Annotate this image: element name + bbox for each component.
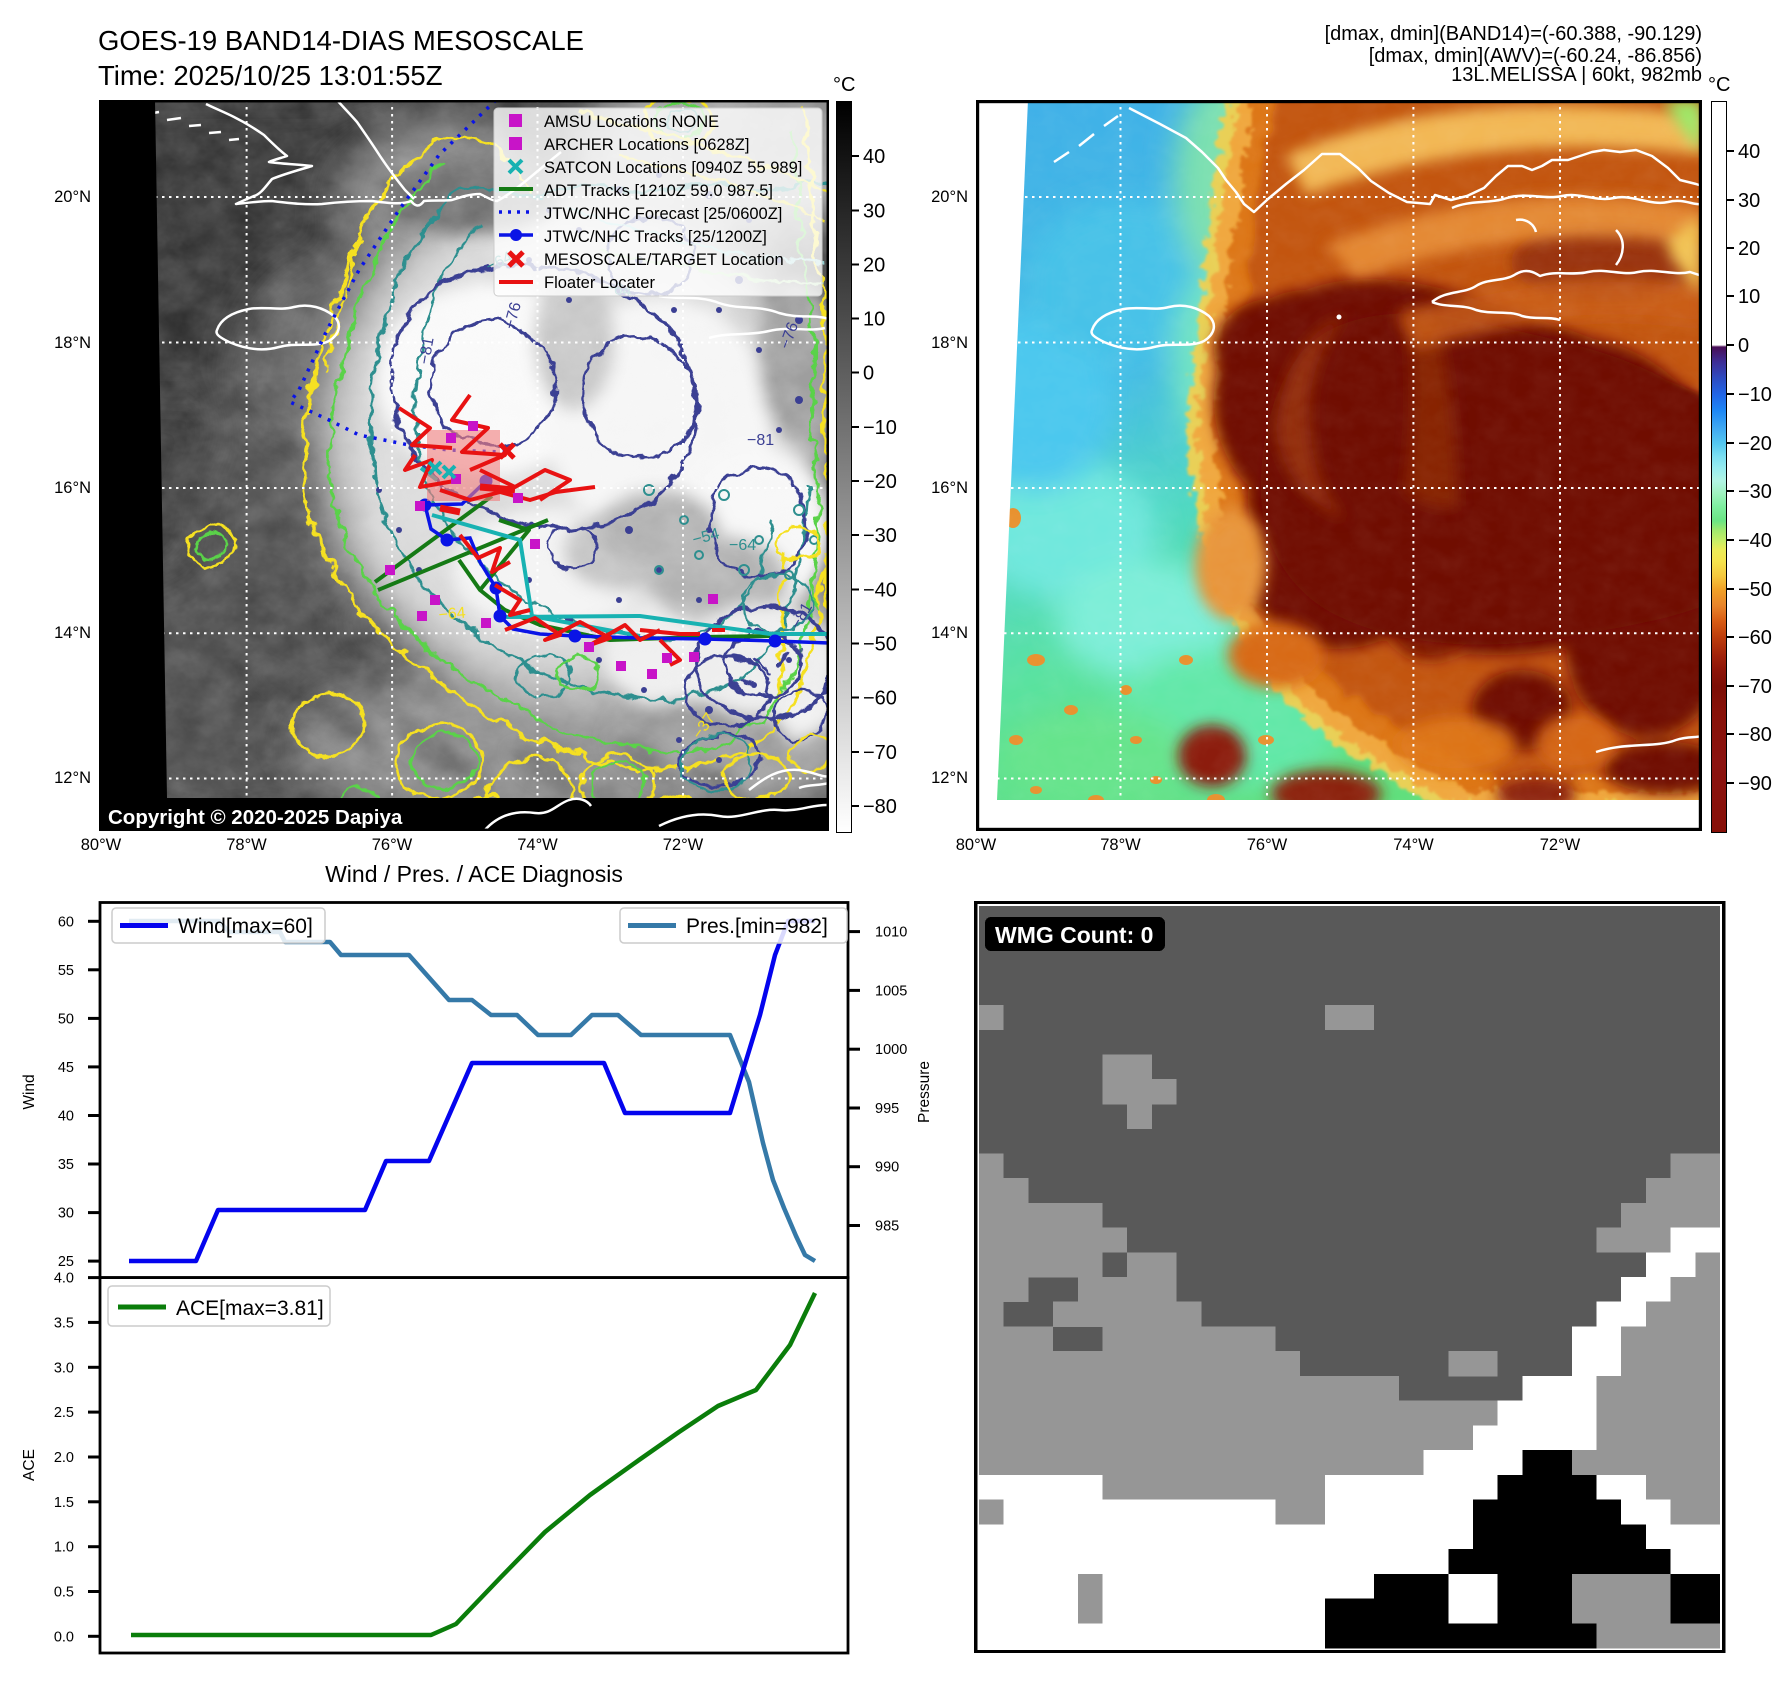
svg-text:985: 985 — [875, 1219, 899, 1235]
svg-text:40: 40 — [1738, 141, 1760, 163]
svg-text:0.5: 0.5 — [54, 1585, 74, 1601]
svg-text:60: 60 — [58, 914, 74, 930]
svg-text:ARCHER Locations [0628Z]: ARCHER Locations [0628Z] — [544, 136, 749, 154]
svg-text:50: 50 — [58, 1011, 74, 1027]
svg-text:Pres.[min=982]: Pres.[min=982] — [686, 915, 828, 938]
svg-text:0.0: 0.0 — [54, 1629, 74, 1645]
svg-text:Wind: Wind — [21, 1074, 38, 1109]
svg-text:ACE[max=3.81]: ACE[max=3.81] — [176, 1297, 324, 1320]
svg-text:0: 0 — [863, 363, 874, 385]
svg-text:−70: −70 — [863, 742, 897, 764]
svg-text:3.0: 3.0 — [54, 1360, 74, 1376]
svg-text:30: 30 — [1738, 190, 1760, 212]
svg-text:1010: 1010 — [875, 925, 907, 941]
svg-text:55: 55 — [58, 963, 74, 979]
svg-text:−90: −90 — [1738, 773, 1772, 795]
svg-text:20: 20 — [1738, 238, 1760, 260]
svg-text:1000: 1000 — [875, 1042, 907, 1058]
svg-text:2.0: 2.0 — [54, 1450, 74, 1466]
svg-text:0: 0 — [1738, 335, 1749, 357]
svg-text:−80: −80 — [1738, 724, 1772, 746]
svg-text:−40: −40 — [863, 580, 897, 602]
svg-text:30: 30 — [863, 201, 885, 223]
svg-text:990: 990 — [875, 1160, 899, 1176]
svg-text:25: 25 — [58, 1254, 74, 1270]
svg-text:−20: −20 — [863, 471, 897, 493]
svg-text:−70: −70 — [1738, 676, 1772, 698]
svg-text:−60: −60 — [863, 688, 897, 710]
svg-text:45: 45 — [58, 1060, 74, 1076]
svg-text:2.5: 2.5 — [54, 1405, 74, 1421]
svg-text:Pressure: Pressure — [916, 1061, 933, 1123]
svg-text:−30: −30 — [1738, 481, 1772, 503]
svg-text:−81: −81 — [747, 432, 774, 449]
svg-text:−30: −30 — [863, 525, 897, 547]
svg-text:10: 10 — [863, 309, 885, 331]
svg-text:−10: −10 — [1738, 384, 1772, 406]
svg-text:AMSU Locations NONE: AMSU Locations NONE — [544, 113, 719, 131]
svg-text:10: 10 — [1738, 286, 1760, 308]
svg-text:995: 995 — [875, 1101, 899, 1117]
svg-text:40: 40 — [863, 146, 885, 168]
svg-text:−10: −10 — [863, 417, 897, 439]
svg-text:−64: −64 — [729, 537, 756, 554]
svg-text:40: 40 — [58, 1109, 74, 1125]
svg-text:−20: −20 — [1738, 433, 1772, 455]
svg-text:Wind[max=60]: Wind[max=60] — [178, 915, 313, 938]
svg-text:−40: −40 — [1738, 530, 1772, 552]
svg-text:−64: −64 — [438, 605, 467, 624]
svg-text:−80: −80 — [863, 796, 897, 818]
svg-text:SATCON Locations [0940Z 55 989: SATCON Locations [0940Z 55 989] — [544, 159, 802, 177]
svg-text:JTWC/NHC Forecast [25/0600Z]: JTWC/NHC Forecast [25/0600Z] — [544, 205, 782, 223]
svg-text:MESOSCALE/TARGET Location: MESOSCALE/TARGET Location — [544, 251, 784, 269]
svg-text:−50: −50 — [863, 634, 897, 656]
svg-text:ACE: ACE — [21, 1449, 38, 1481]
svg-text:4.0: 4.0 — [54, 1271, 74, 1287]
svg-text:30: 30 — [58, 1206, 74, 1222]
svg-text:35: 35 — [58, 1157, 74, 1173]
svg-text:Floater Locater: Floater Locater — [544, 274, 655, 292]
svg-text:Copyright © 2020-2025 Dapiya: Copyright © 2020-2025 Dapiya — [108, 806, 403, 829]
svg-text:−76: −76 — [501, 300, 524, 331]
svg-text:ADT Tracks [1210Z 59.0 987.5]: ADT Tracks [1210Z 59.0 987.5] — [544, 182, 773, 200]
svg-text:1005: 1005 — [875, 983, 907, 999]
svg-text:1.5: 1.5 — [54, 1495, 74, 1511]
svg-text:−50: −50 — [1738, 579, 1772, 601]
svg-text:−81: −81 — [416, 336, 437, 366]
svg-text:−54: −54 — [691, 525, 722, 548]
svg-text:3.5: 3.5 — [54, 1315, 74, 1331]
svg-text:20: 20 — [863, 255, 885, 277]
svg-text:JTWC/NHC Tracks [25/1200Z]: JTWC/NHC Tracks [25/1200Z] — [544, 228, 767, 246]
svg-text:−60: −60 — [1738, 627, 1772, 649]
svg-text:1.0: 1.0 — [54, 1540, 74, 1556]
svg-text:WMG Count: 0: WMG Count: 0 — [995, 922, 1153, 948]
